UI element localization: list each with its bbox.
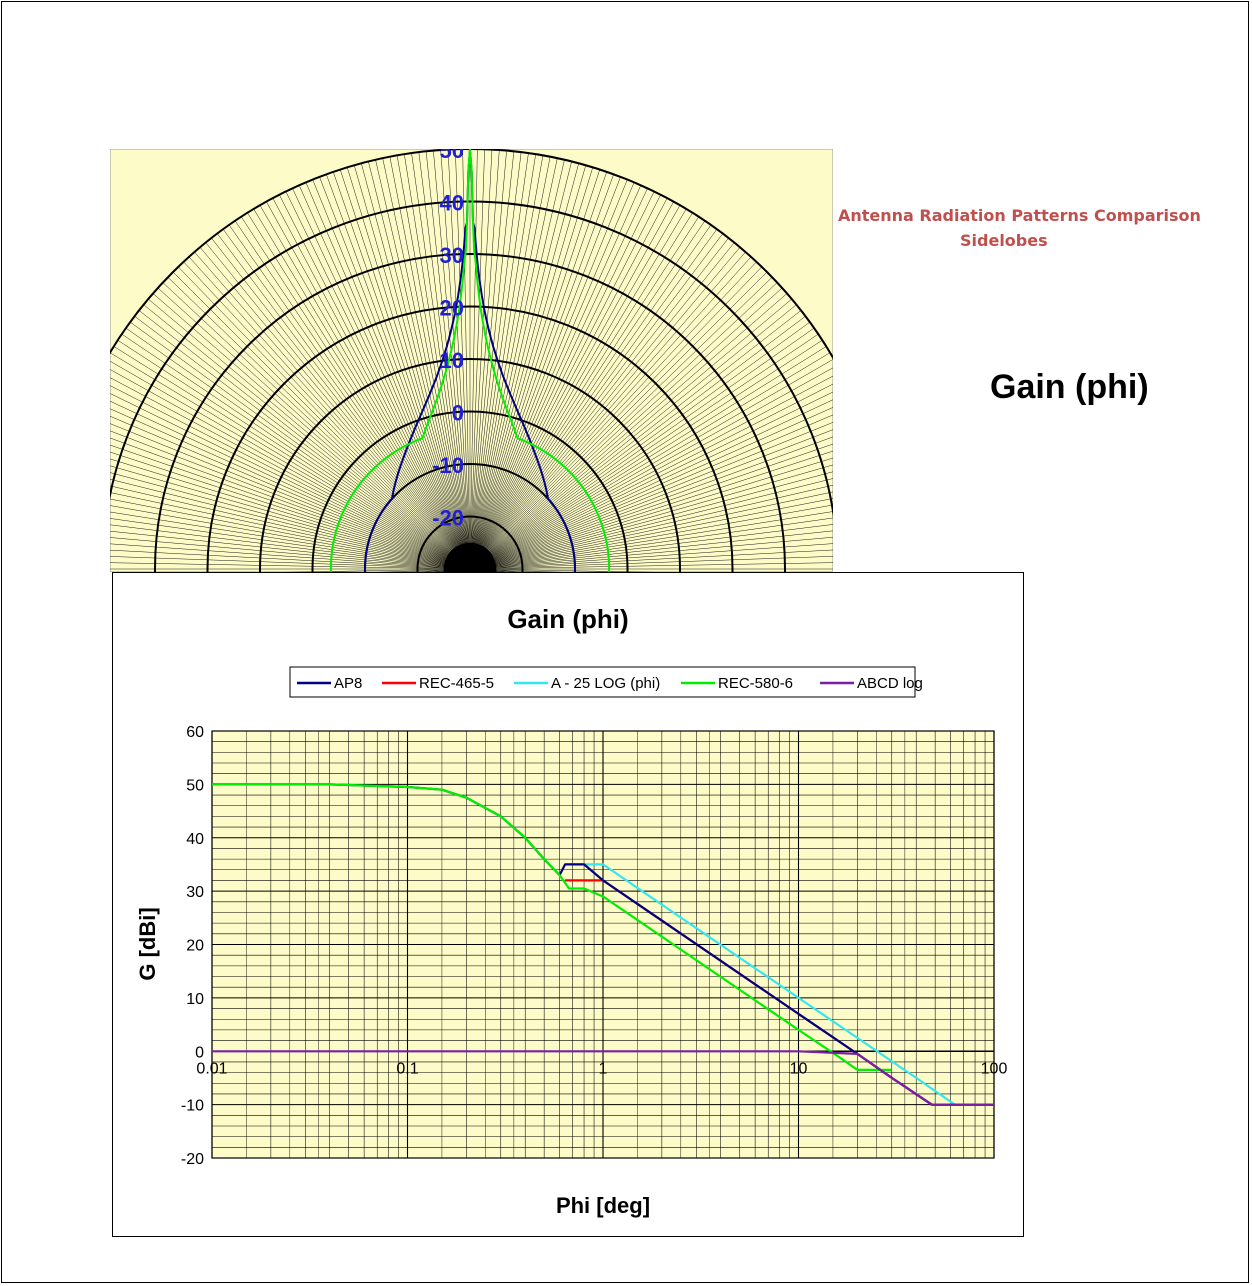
polar-ring [259, 358, 681, 572]
y-tick-label: -20 [181, 1151, 204, 1168]
x-tick-label: 100 [981, 1060, 1008, 1077]
side-title-line2: Sidelobes [960, 231, 1048, 250]
series-line-rec-580-6 [212, 783, 892, 1071]
polar-radial-label: 20 [440, 296, 464, 321]
polar-ring [154, 253, 786, 572]
polar-radial-labels: 50 40 30 20 10 0 -10 -20 [432, 149, 464, 531]
y-tick-label: 30 [186, 884, 204, 901]
polar-radial-label: -10 [432, 453, 464, 478]
x-tick-labels: 0.01 0.1 1 10 100 [196, 1060, 1007, 1077]
gain-chart: Gain (phi) AP8 REC-465-5 A - 25 LOG (phi) R… [112, 572, 1024, 1237]
polar-spoke [469, 568, 563, 572]
y-tick-labels: 60 50 40 30 20 10 0 -10 -20 [181, 724, 204, 1168]
polar-ring [416, 515, 524, 572]
chart-legend: AP8 REC-465-5 A - 25 LOG (phi) REC-580-6 ABC… [289, 666, 923, 698]
polar-radial-label: 0 [452, 401, 464, 426]
polar-radial-label: -20 [432, 506, 464, 531]
chart-title: Gain (phi) [507, 604, 628, 634]
series-line-abcd-log [212, 1050, 994, 1106]
chart-grid [211, 730, 995, 1159]
y-tick-label: 20 [186, 938, 204, 955]
polar-core [443, 542, 497, 572]
polar-ring [311, 410, 629, 572]
series-line-a-25-log-phi- [565, 863, 956, 1106]
polar-spoke [377, 568, 471, 572]
x-tick-label: 1 [599, 1060, 608, 1077]
x-tick-label: 10 [790, 1060, 808, 1077]
polar-spoke [469, 568, 655, 572]
y-tick-label: 60 [186, 724, 204, 741]
polar-radial-label: 50 [440, 149, 464, 163]
legend-entry: A - 25 LOG (phi) [551, 675, 660, 692]
y-tick-label: 10 [186, 991, 204, 1008]
x-tick-label: 0.01 [196, 1060, 227, 1077]
polar-radial-label: 30 [440, 243, 464, 268]
y-tick-label: 40 [186, 831, 204, 848]
x-tick-label: 0.1 [396, 1060, 418, 1077]
plot-border [211, 730, 995, 1159]
side-title-line1: Antenna Radiation Patterns Comparison [838, 206, 1201, 225]
y-tick-label: 50 [186, 777, 204, 794]
polar-ring [110, 200, 833, 520]
polar-radial-label: 10 [440, 348, 464, 373]
y-axis-label: G [dBi] [135, 907, 160, 980]
side-title: Antenna Radiation Patterns Comparison Si… [838, 203, 1243, 253]
polar-grid [110, 149, 833, 572]
side-gain-label: Gain (phi) [990, 368, 1149, 406]
polar-spoke [285, 568, 471, 572]
x-axis-label: Phi [deg] [556, 1193, 650, 1218]
chart-lines [212, 783, 994, 1106]
polar-chart: 50 40 30 20 10 0 -10 -20 [110, 149, 833, 572]
legend-entry: REC-465-5 [419, 675, 494, 692]
legend-entry: AP8 [334, 675, 362, 692]
polar-plot-area [110, 149, 833, 572]
legend-entry: ABCD log [857, 675, 923, 692]
legend-entry: REC-580-6 [718, 675, 793, 692]
y-tick-label: -10 [181, 1098, 204, 1115]
polar-ring [206, 305, 734, 572]
polar-radial-label: 40 [440, 191, 464, 216]
y-tick-label: 0 [195, 1044, 204, 1061]
